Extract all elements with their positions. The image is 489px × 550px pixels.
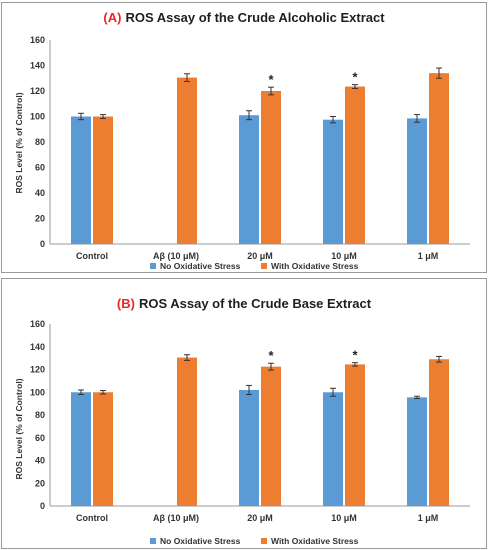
xtick-a-1: Aβ (10 μM): [153, 251, 199, 261]
ytick-b-6: 120: [30, 365, 45, 375]
bar-a-s0-c2: [239, 115, 259, 244]
ytick-b-3: 60: [35, 433, 45, 443]
bar-b-s1-c0: [93, 392, 113, 506]
sig-star-b-c2: *: [268, 348, 274, 363]
ytick-a-0: 0: [40, 239, 45, 249]
chart-b-legend: No Oxidative Stress With Oxidative Stres…: [150, 536, 359, 546]
bar-a-s1-c0: [93, 116, 113, 244]
ytick-b-4: 80: [35, 410, 45, 420]
bar-b-s0-c3: [323, 392, 343, 506]
bar-a-s1-c4: [429, 73, 449, 245]
xtick-b-1: Aβ (10 μM): [153, 513, 199, 523]
chart-b: (B) ROS Assay of the Crude Base Extract R…: [14, 296, 470, 546]
chart-b-title-main: ROS Assay of the Crude Base Extract: [139, 296, 372, 311]
chart-a-ylabel: ROS Level (% of Control): [14, 92, 24, 193]
ytick-a-5: 100: [30, 112, 45, 122]
chart-b-ylabel: ROS Level (% of Control): [14, 378, 24, 479]
ytick-b-7: 140: [30, 342, 45, 352]
ytick-b-5: 100: [30, 387, 45, 397]
xtick-b-3: 10 μM: [331, 513, 357, 523]
ytick-b-8: 160: [30, 319, 45, 329]
xtick-a-0: Control: [76, 251, 108, 261]
chart-b-plot: 0 20 40 60 80 100 120 140 160 Control Aβ (10 μM) 20…: [30, 319, 470, 523]
chart-a-plot: 0 20 40 60 80 100 120 140 160 Control Aβ (10 μM) 20…: [30, 35, 470, 261]
chart-a-title: (A) ROS Assay of the Crude Alcoholic Extr…: [103, 10, 385, 25]
legend-b-label-no-stress: No Oxidative Stress: [160, 536, 241, 546]
xtick-b-2: 20 μM: [247, 513, 273, 523]
sig-star-a-c3: *: [352, 70, 358, 85]
chart-panel-b: (B) ROS Assay of the Crude Base Extract R…: [1, 278, 487, 549]
bar-b-s0-c4: [407, 397, 427, 506]
bar-b-s1-c2: [261, 366, 281, 506]
legend-b-label-with-stress: With Oxidative Stress: [271, 536, 359, 546]
bar-a-s0-c3: [323, 119, 343, 244]
sig-star-a-c2: *: [268, 72, 274, 87]
xtick-b-0: Control: [76, 513, 108, 523]
legend-b-swatch-with-stress: [261, 538, 267, 544]
chart-a-legend: No Oxidative Stress With Oxidative Stres…: [150, 261, 359, 271]
ytick-a-8: 160: [30, 35, 45, 45]
ytick-a-4: 80: [35, 137, 45, 147]
xtick-a-2: 20 μM: [247, 251, 273, 261]
legend-a-swatch-with-stress: [261, 263, 267, 269]
xtick-a-4: 1 μM: [418, 251, 439, 261]
ytick-b-1: 20: [35, 478, 45, 488]
chart-a-title-main: ROS Assay of the Crude Alcoholic Extract: [125, 10, 385, 25]
legend-a-label-with-stress: With Oxidative Stress: [271, 261, 359, 271]
legend-b-swatch-no-stress: [150, 538, 156, 544]
sig-star-b-c3: *: [352, 348, 358, 363]
chart-b-title-prefix: (B): [117, 296, 135, 311]
bar-b-s1-c4: [429, 359, 449, 506]
ytick-a-3: 60: [35, 163, 45, 173]
ytick-b-0: 0: [40, 501, 45, 511]
bar-b-s0-c2: [239, 389, 259, 506]
chart-a: (A) ROS Assay of the Crude Alcoholic Extr…: [14, 10, 470, 271]
legend-a-label-no-stress: No Oxidative Stress: [160, 261, 241, 271]
bar-b-s1-c1: [177, 357, 197, 506]
bar-a-s1-c3: [345, 86, 365, 244]
bar-a-s0-c4: [407, 118, 427, 244]
bar-a-s1-c2: [261, 91, 281, 244]
legend-a-swatch-no-stress: [150, 263, 156, 269]
chart-a-title-prefix: (A): [103, 10, 121, 25]
bar-b-s0-c0: [71, 392, 91, 506]
xtick-a-3: 10 μM: [331, 251, 357, 261]
bar-b-s1-c3: [345, 364, 365, 506]
bar-a-s1-c1: [177, 77, 197, 244]
ytick-a-1: 20: [35, 214, 45, 224]
ytick-a-7: 140: [30, 61, 45, 71]
bar-a-s0-c0: [71, 116, 91, 244]
xtick-b-4: 1 μM: [418, 513, 439, 523]
ytick-a-6: 120: [30, 86, 45, 96]
ytick-a-2: 40: [35, 188, 45, 198]
chart-b-title: (B) ROS Assay of the Crude Base Extract: [117, 296, 372, 311]
chart-panel-a: (A) ROS Assay of the Crude Alcoholic Extr…: [1, 2, 487, 273]
ytick-b-2: 40: [35, 456, 45, 466]
